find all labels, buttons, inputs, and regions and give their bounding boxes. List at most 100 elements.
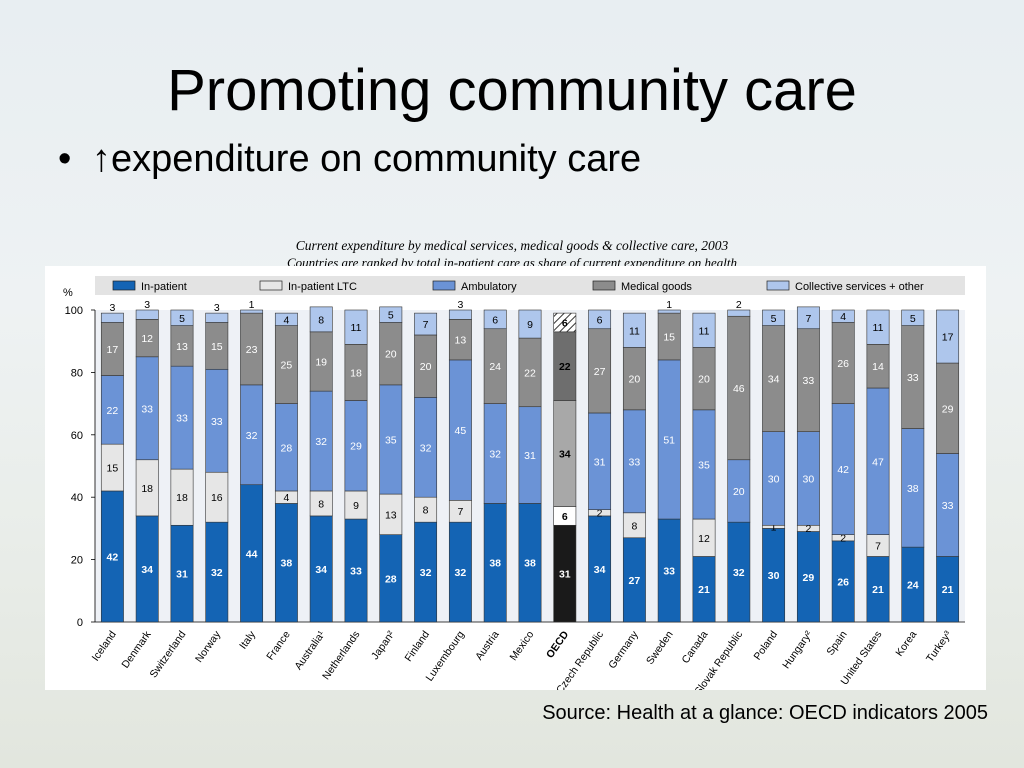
bar-data-label: 20 — [420, 361, 432, 373]
stacked-bar-chart: In-patient In-patient LTC Ambulatory Medica… — [63, 276, 965, 690]
bar-data-label: 23 — [246, 344, 258, 356]
x-category-label: Mexico — [508, 629, 537, 663]
bar-data-label: 33 — [663, 566, 675, 578]
bar-data-label: 2 — [597, 507, 603, 519]
bar-data-label: 20 — [385, 349, 397, 361]
bar-data-label: 33 — [942, 500, 954, 512]
bar-data-label: 8 — [423, 505, 429, 517]
bar-data-label: 31 — [524, 450, 536, 462]
bar-data-label: 33 — [629, 456, 641, 468]
source-note: Source: Health at a glance: OECD indicat… — [542, 702, 988, 724]
legend-label: Collective services + other — [795, 281, 924, 293]
x-category-label: Germany — [606, 628, 641, 671]
bar-data-label: 24 — [907, 580, 919, 592]
bar-data-label: 3 — [144, 299, 150, 311]
bar-data-label: 7 — [457, 506, 463, 518]
bar-data-label: 22 — [524, 367, 536, 379]
bar-data-label: 20 — [698, 374, 710, 386]
bar-data-label: 42 — [837, 464, 849, 476]
bar-segment — [379, 306, 403, 323]
bar-segment — [796, 306, 820, 330]
bar-data-label: 8 — [318, 314, 324, 326]
bar-data-label: 51 — [663, 434, 675, 446]
bar-segment — [762, 309, 786, 326]
x-category-label: Austria — [473, 629, 502, 663]
bar-data-label: 33 — [141, 403, 153, 415]
bar-data-label: 6 — [492, 314, 498, 326]
chart-subtitle: Countries are ranked by total in-patient… — [287, 255, 737, 266]
legend-label: Medical goods — [621, 281, 692, 293]
bar-data-label: 29 — [350, 441, 362, 453]
legend-background — [95, 276, 965, 295]
bar-segment — [344, 309, 368, 345]
x-category-label: Korea — [893, 629, 919, 659]
x-category-label: OECD — [544, 629, 571, 661]
bar-data-label: 32 — [420, 442, 432, 454]
y-tick-label: 40 — [71, 492, 83, 504]
bar-segment — [692, 312, 716, 348]
bar-data-label: 3 — [214, 302, 220, 314]
bar-segment — [588, 309, 612, 330]
bar-data-label: 44 — [246, 548, 258, 560]
x-category-label: Hungary² — [780, 628, 815, 671]
x-category-label: Japan² — [369, 628, 398, 662]
bar-data-label: 38 — [907, 483, 919, 495]
y-axis-label: % — [63, 287, 73, 299]
bar-data-label: 32 — [211, 567, 223, 579]
x-category-label: Iceland — [90, 629, 119, 664]
bar-data-label: 35 — [698, 459, 710, 471]
bar-data-label: 18 — [176, 492, 188, 504]
bar-data-label: 19 — [315, 356, 327, 368]
bar-data-label: 31 — [559, 569, 571, 581]
bullet-text: ↑expenditure on community care — [92, 138, 642, 180]
bar-data-label: 11 — [699, 325, 710, 337]
legend-swatch — [766, 280, 790, 291]
bar-data-label: 35 — [385, 434, 397, 446]
x-category-label: Australia¹ — [292, 628, 328, 672]
bar-data-label: 7 — [875, 541, 881, 553]
bar-data-label: 30 — [768, 570, 780, 582]
bar-data-label: 27 — [629, 575, 641, 587]
x-category-label: Sweden — [644, 629, 676, 667]
bar-data-label: 34 — [315, 564, 327, 576]
bar-data-label: 15 — [663, 332, 675, 344]
x-category-label: France — [264, 629, 293, 663]
bar-segment — [831, 309, 855, 323]
chart-panel: In-patient In-patient LTC Ambulatory Medica… — [45, 266, 986, 690]
bar-segment — [622, 312, 646, 348]
bar-data-label: 3 — [109, 302, 115, 314]
legend-swatch — [112, 280, 136, 291]
bar-segment — [274, 312, 298, 326]
bar-segment — [170, 309, 194, 326]
bar-data-label: 33 — [176, 413, 188, 425]
bar-segment — [205, 312, 229, 323]
x-category-label: Denmark — [119, 628, 154, 670]
bar-data-label: 11 — [351, 322, 362, 334]
bar-data-label: 12 — [698, 533, 710, 545]
bar-data-label: 22 — [559, 361, 571, 373]
bar-data-label: 13 — [176, 341, 188, 353]
y-tick-label: 20 — [71, 555, 83, 567]
bar-data-label: 8 — [318, 498, 324, 510]
bar-data-label: 2 — [805, 523, 811, 535]
bar-data-label: 17 — [107, 344, 119, 356]
bar-data-label: 7 — [423, 319, 429, 331]
bar-data-label: 6 — [562, 317, 568, 329]
bar-data-label: 3 — [457, 299, 463, 311]
bar-data-label: 2 — [840, 532, 846, 544]
x-category-label: Turkey³ — [924, 628, 954, 664]
legend-label: In-patient LTC — [288, 281, 357, 293]
legend-swatch — [259, 280, 283, 291]
bar-data-label: 42 — [107, 551, 119, 563]
bar-data-label: 9 — [353, 500, 359, 512]
bar-data-label: 28 — [385, 573, 397, 585]
slide-title: Promoting community care — [167, 58, 857, 123]
bar-data-label: 34 — [141, 564, 153, 576]
bar-data-label: 29 — [803, 572, 815, 584]
bar-data-label: 47 — [872, 456, 884, 468]
bar-data-label: 14 — [872, 361, 884, 373]
bar-data-label: 24 — [489, 361, 501, 373]
bar-data-label: 1 — [249, 299, 255, 311]
bar-data-label: 13 — [385, 509, 397, 521]
bullet-point: • ↑expenditure on community care — [58, 140, 641, 178]
